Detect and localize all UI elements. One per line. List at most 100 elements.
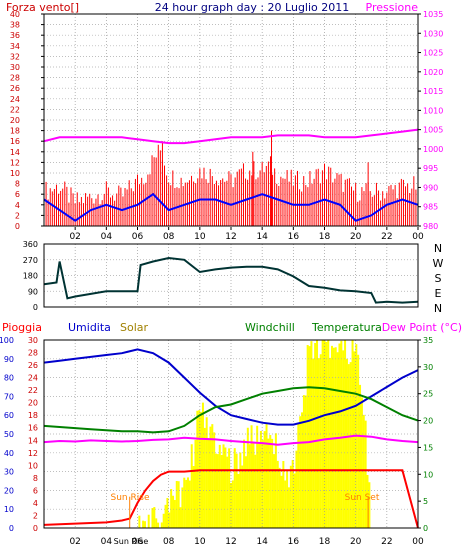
top-xtick-label: 20	[350, 232, 362, 242]
direction-compass-label: E	[435, 287, 442, 300]
direction-compass-label: S	[435, 272, 442, 285]
umidita-ytick-label: 40	[4, 449, 14, 458]
temperature-ytick-label: 35	[423, 336, 433, 345]
bot-xtick-label: 22	[381, 537, 392, 547]
pressure-ytick-label: 995	[423, 164, 438, 173]
pioggia-ytick-label: 14	[28, 436, 38, 445]
temperature-ytick-label: 25	[423, 390, 433, 399]
pioggia-ytick-label: 8	[33, 474, 38, 483]
pressure-ytick-label: 985	[423, 203, 438, 212]
temperature-ytick-label: 10	[423, 470, 433, 479]
temperature-ytick-label: 5	[423, 497, 428, 506]
bot-xtick-label: 00	[412, 537, 424, 547]
bot-xtick-label: 10	[194, 537, 206, 547]
umidita-line	[43, 348, 419, 426]
direction-ytick-label: 270	[23, 256, 38, 265]
pressure-ytick-label: 1015	[423, 87, 443, 96]
wind-pressure-panel: 0246810121416182022242628303234363840980…	[10, 10, 444, 242]
wind-ytick-label: 28	[10, 74, 20, 83]
pressure-ytick-label: 1005	[423, 126, 443, 135]
pressure-ytick-label: 1030	[423, 29, 443, 38]
dewpoint-line	[43, 434, 419, 446]
dewpoint-label: Dew Point (°C)	[382, 321, 462, 334]
pioggia-ytick-label: 2	[33, 511, 38, 520]
umidita-ytick-label: 30	[4, 468, 14, 477]
pioggia-ytick-label: 12	[28, 449, 38, 458]
top-xtick-label: 16	[288, 232, 300, 242]
umidita-ytick-label: 20	[4, 486, 14, 495]
bot-xtick-label: 08	[163, 537, 175, 547]
direction-compass-label: W	[433, 257, 444, 270]
sun-rise-label: Sun Rise	[111, 493, 150, 503]
top-xtick-label: 06	[132, 232, 144, 242]
wind-ytick-label: 38	[10, 21, 20, 30]
sun-set-label: Sun Set	[345, 493, 380, 503]
wind-ytick-label: 30	[10, 63, 20, 72]
wind-ytick-label: 4	[15, 201, 20, 210]
umidita-label: Umidita	[68, 321, 111, 334]
pressure-ytick-label: 990	[423, 183, 438, 192]
top-xtick-label: 00	[412, 232, 424, 242]
bot-frame	[43, 339, 419, 529]
temperature-ytick-label: 0	[423, 524, 428, 533]
top-xtick-label: 02	[69, 232, 80, 242]
chart-title: 24 hour graph day : 20 Luglio 2011	[155, 1, 350, 14]
rain-humidity-panel: 0102030405060708090100024681012141618202…	[0, 336, 433, 547]
wind-ytick-label: 26	[10, 84, 20, 93]
top-xtick-label: 08	[163, 232, 175, 242]
wind-ytick-label: 12	[10, 158, 20, 167]
gust-line	[43, 192, 419, 222]
temperature-ytick-label: 15	[423, 443, 433, 452]
umidita-ytick-label: 100	[0, 336, 14, 345]
umidita-ytick-label: 80	[4, 374, 14, 383]
pioggia-label: Pioggia	[2, 321, 42, 334]
wind-ytick-label: 34	[10, 42, 20, 51]
solar-area	[138, 340, 371, 528]
wind-ytick-label: 32	[10, 52, 20, 61]
direction-ytick-label: 90	[28, 287, 38, 296]
pioggia-ytick-label: 30	[28, 336, 38, 345]
pressure-line	[43, 128, 419, 145]
wind-bars	[43, 130, 419, 226]
bot-xtick-label: 02	[69, 537, 80, 547]
wind-ytick-label: 0	[15, 222, 20, 231]
pressure-ytick-label: 1020	[423, 68, 443, 77]
windchill-label: Windchill	[245, 321, 295, 334]
pioggia-ytick-label: 28	[28, 349, 38, 358]
wind-ytick-label: 14	[10, 148, 20, 157]
wind-ytick-label: 6	[15, 190, 20, 199]
bot-xtick-label: 14	[256, 537, 268, 547]
pressure-ytick-label: 1035	[423, 10, 443, 19]
wind-ytick-label: 16	[10, 137, 20, 146]
temperature-ytick-label: 20	[423, 417, 433, 426]
direction-compass-label: N	[434, 242, 442, 255]
pioggia-ytick-label: 18	[28, 411, 38, 420]
umidita-ytick-label: 10	[4, 505, 14, 514]
direction-ytick-label: 360	[23, 240, 38, 249]
top-xtick-label: 14	[256, 232, 268, 242]
pioggia-line	[43, 469, 419, 529]
pioggia-ytick-label: 4	[33, 499, 38, 508]
pioggia-ytick-label: 10	[28, 461, 38, 470]
wind-ytick-label: 10	[10, 169, 20, 178]
wind-ytick-label: 2	[15, 211, 20, 220]
mid-frame	[43, 243, 419, 308]
pressure-ytick-label: 980	[423, 222, 438, 231]
wind-ytick-label: 36	[10, 31, 20, 40]
pioggia-ytick-label: 22	[28, 386, 38, 395]
wind-ytick-label: 20	[10, 116, 20, 125]
bot-xtick-label: 16	[288, 537, 300, 547]
pressure-ytick-label: 1010	[423, 106, 443, 115]
wind-axis-label: Forza vento[]	[6, 1, 79, 14]
bot-xtick-label: 18	[319, 537, 331, 547]
pioggia-ytick-label: 0	[33, 524, 38, 533]
top-xtick-label: 18	[319, 232, 331, 242]
direction-ytick-label: 180	[23, 272, 38, 281]
direction-ytick-label: 0	[33, 303, 38, 312]
temperature-ytick-label: 30	[423, 363, 433, 372]
bot-xtick-label: 12	[225, 537, 236, 547]
solar-label: Solar	[120, 321, 149, 334]
pioggia-ytick-label: 16	[28, 424, 38, 433]
wind-ytick-label: 8	[15, 180, 20, 189]
